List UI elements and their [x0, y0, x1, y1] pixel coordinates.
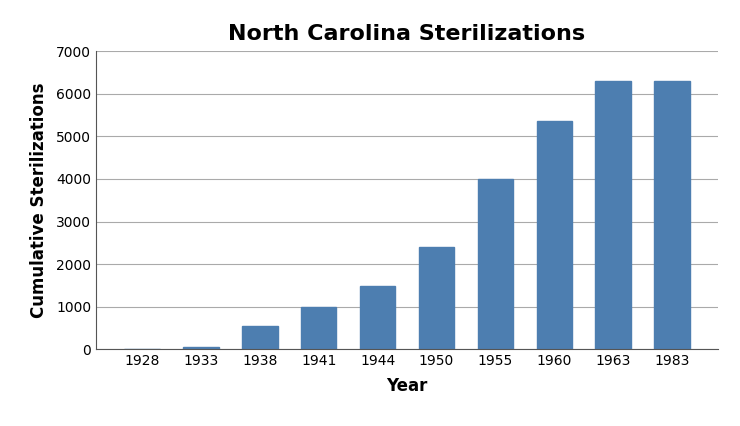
- Y-axis label: Cumulative Sterilizations: Cumulative Sterilizations: [30, 83, 48, 318]
- Bar: [596, 81, 630, 349]
- Bar: [301, 307, 337, 349]
- Title: North Carolina Sterilizations: North Carolina Sterilizations: [229, 24, 585, 44]
- Bar: [536, 121, 572, 349]
- Bar: [477, 179, 513, 349]
- Bar: [184, 347, 218, 349]
- Bar: [654, 81, 690, 349]
- Bar: [419, 247, 454, 349]
- X-axis label: Year: Year: [386, 377, 428, 394]
- Bar: [242, 326, 278, 349]
- Bar: [360, 286, 395, 349]
